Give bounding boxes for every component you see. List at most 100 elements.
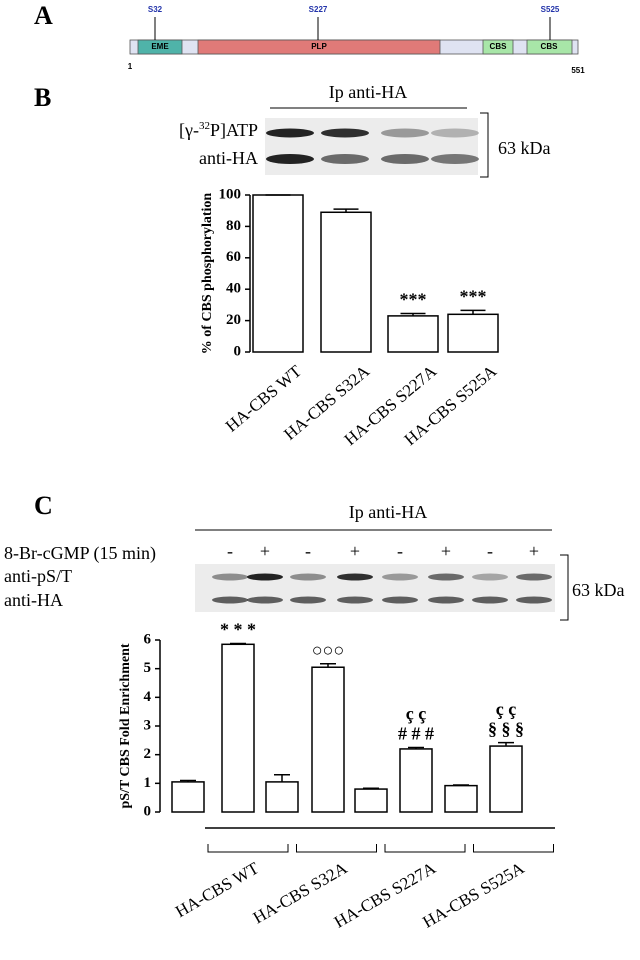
treatment-sign: + xyxy=(260,541,270,561)
y-tick-label: 0 xyxy=(234,343,242,359)
blot-band xyxy=(381,128,429,138)
treatment-sign: + xyxy=(441,541,451,561)
blot-band xyxy=(431,128,479,138)
row-label: anti-HA xyxy=(4,590,63,610)
treatment-sign: + xyxy=(529,541,539,561)
bracket xyxy=(560,554,569,621)
domain xyxy=(482,39,514,55)
western-blot xyxy=(265,118,479,175)
treatment-label: 8-Br-cGMP (15 min) xyxy=(4,543,156,564)
panel-label: B xyxy=(34,83,51,112)
blot-background xyxy=(265,118,478,175)
significance-label: *** xyxy=(400,290,427,310)
y-tick-label: 40 xyxy=(226,281,241,297)
y-tick-label: 80 xyxy=(226,218,241,234)
position-label: 1 xyxy=(128,62,133,71)
x-tick-label: HA-CBS S525A xyxy=(419,858,528,932)
group-bracket xyxy=(384,844,466,853)
error-bar xyxy=(180,779,196,782)
blot-band xyxy=(516,573,552,581)
blot-background xyxy=(195,564,555,612)
domain xyxy=(137,39,183,55)
blot-band xyxy=(382,573,418,581)
bar xyxy=(447,313,499,353)
significance-label: ç ç xyxy=(406,704,426,724)
row-label: anti-pS/T xyxy=(4,566,72,586)
domain xyxy=(197,39,441,55)
blot-band xyxy=(266,154,314,164)
treatment-sign: - xyxy=(397,541,403,561)
error-bar xyxy=(320,663,336,668)
bar-chart: 0 20 40 60 80 100 % of CBS phosphorylation *** *… xyxy=(200,186,500,449)
bar xyxy=(387,315,439,353)
size-label: 63 kDa xyxy=(498,138,551,158)
blot-band xyxy=(431,154,479,164)
domain-label: CBS xyxy=(541,42,559,51)
bar xyxy=(171,781,205,813)
bar xyxy=(252,194,304,353)
blot-band xyxy=(337,596,373,604)
bar xyxy=(311,666,345,813)
label-part: P]ATP xyxy=(210,120,258,140)
significance-label: # # # xyxy=(398,724,434,744)
significance-label: *** xyxy=(460,287,487,307)
treatment-sign: - xyxy=(227,541,233,561)
blot-band xyxy=(266,128,314,138)
treatment-signs: - + - + - + - + xyxy=(227,541,539,561)
y-tick-label: 2 xyxy=(144,746,152,762)
bar xyxy=(444,784,478,813)
bar-chart: 0 1 2 3 4 5 6 pS/T CBS Fold Enrichment * * * ○○○ ç… xyxy=(118,620,555,932)
bar xyxy=(399,748,433,813)
bar xyxy=(320,211,372,353)
y-axis-label: % of CBS phosphorylation xyxy=(200,193,215,355)
panel-label: A xyxy=(34,1,53,30)
y-tick-label: 20 xyxy=(226,312,241,328)
error-bar xyxy=(333,208,359,213)
significance-label: * * * xyxy=(220,620,256,640)
western-blot xyxy=(195,564,555,612)
error-bar xyxy=(460,309,486,315)
group-bracket xyxy=(296,844,377,853)
bar xyxy=(221,643,255,813)
bar xyxy=(489,745,523,813)
ip-label: Ip anti-HA xyxy=(349,502,427,522)
y-tick-label: 3 xyxy=(144,717,152,733)
blot-band xyxy=(516,596,552,604)
blot-band xyxy=(337,573,373,581)
ip-label: Ip anti-HA xyxy=(329,82,407,102)
blot-band xyxy=(212,596,248,604)
group-bracket xyxy=(473,844,554,853)
treatment-sign: - xyxy=(487,541,493,561)
y-tick-label: 6 xyxy=(144,631,152,647)
significance-label: § § § xyxy=(488,719,524,739)
domain-label: CBS xyxy=(490,42,508,51)
domain-label: PLP xyxy=(311,42,327,51)
position-label: 551 xyxy=(571,66,585,75)
bar xyxy=(265,781,299,813)
significance-label: ç ç xyxy=(496,699,516,719)
blot-band xyxy=(428,573,464,581)
error-bar xyxy=(230,642,246,645)
error-bar xyxy=(363,787,379,790)
label-superscript: 32 xyxy=(199,120,210,132)
blot-band xyxy=(381,154,429,164)
y-tick-label: 4 xyxy=(144,689,152,705)
blot-band xyxy=(472,573,508,581)
y-tick-label: 60 xyxy=(226,249,241,265)
blot-band xyxy=(321,154,369,164)
row-label: [γ-32P]ATP xyxy=(179,120,258,141)
blot-band xyxy=(321,128,369,138)
group-bracket xyxy=(207,844,289,853)
blot-band xyxy=(212,573,248,581)
error-bar xyxy=(408,746,424,749)
x-tick-label: HA-CBS WT xyxy=(172,858,262,921)
blot-band xyxy=(290,596,326,604)
significance-label: ○○○ xyxy=(312,640,345,660)
error-bar xyxy=(453,784,469,786)
site-label: S32 xyxy=(148,5,163,14)
y-tick-label: 100 xyxy=(219,186,242,202)
row-label: anti-HA xyxy=(199,148,258,168)
bar xyxy=(354,788,388,813)
blot-band xyxy=(472,596,508,604)
